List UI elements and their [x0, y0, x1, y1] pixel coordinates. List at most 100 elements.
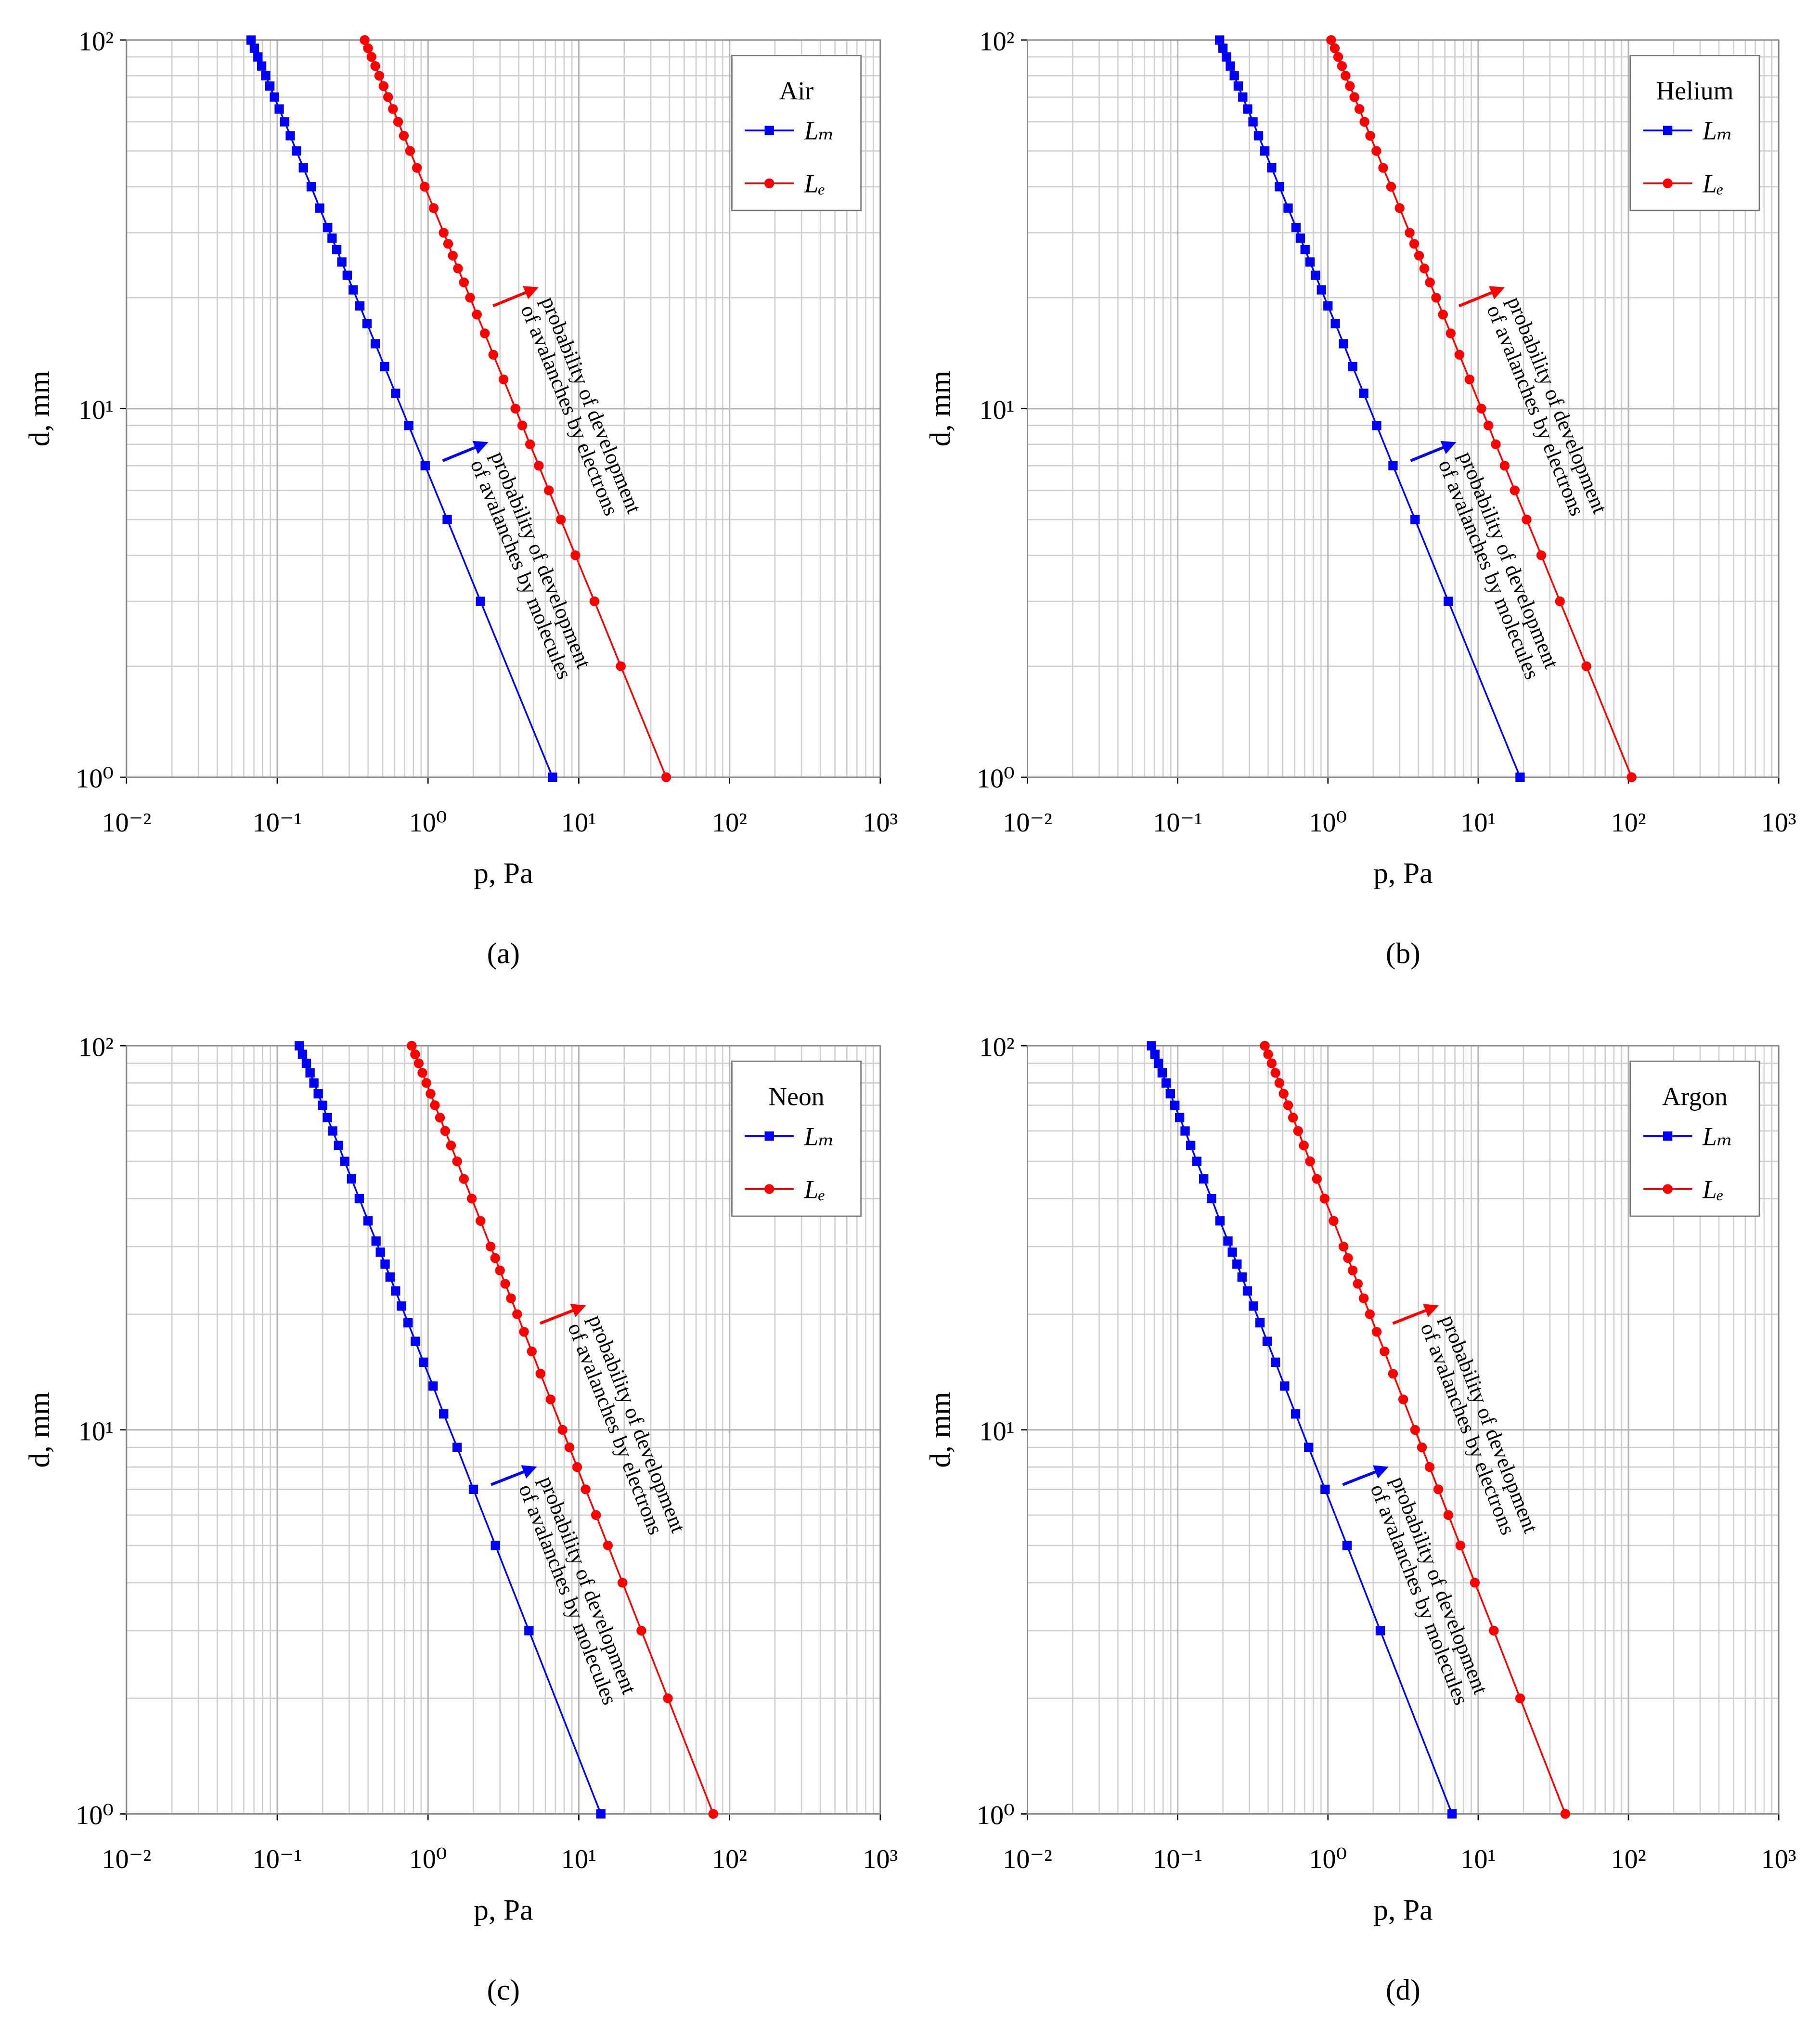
data-point — [349, 285, 358, 295]
data-point — [442, 515, 452, 524]
data-point — [453, 263, 463, 273]
data-point — [1433, 1484, 1444, 1494]
data-point — [380, 362, 389, 372]
x-tick-label: 10³ — [1761, 1844, 1796, 1874]
data-point — [340, 1156, 349, 1166]
data-point — [1242, 1286, 1252, 1296]
data-point — [1536, 550, 1547, 560]
data-point — [1226, 61, 1235, 71]
data-point — [420, 461, 430, 470]
data-point — [323, 222, 333, 233]
x-axis-label: p, Pa — [1373, 1894, 1433, 1926]
legend-marker — [764, 1131, 774, 1141]
legend-box — [731, 1060, 862, 1217]
data-point — [378, 81, 389, 91]
data-point — [459, 277, 469, 287]
data-point — [1491, 439, 1501, 450]
data-point — [1293, 1126, 1303, 1136]
y-tick-label: 10⁰ — [977, 1801, 1015, 1830]
data-point — [1157, 1068, 1167, 1078]
data-point — [295, 1041, 304, 1051]
x-tick-label: 10⁻¹ — [1153, 1844, 1202, 1874]
legend-marker — [764, 178, 774, 188]
data-point — [1343, 1253, 1353, 1263]
data-point — [412, 163, 422, 173]
data-point — [472, 310, 482, 320]
data-point — [1378, 163, 1388, 173]
legend-label: Lₘ — [1702, 117, 1733, 145]
data-point — [1237, 1272, 1247, 1282]
data-point — [315, 203, 324, 213]
legend-box — [731, 54, 862, 211]
series-line — [1264, 1045, 1566, 1815]
data-point — [527, 1346, 537, 1357]
data-point — [355, 301, 365, 311]
data-point — [1150, 1050, 1160, 1059]
data-point — [1438, 310, 1448, 320]
data-point — [1560, 1809, 1571, 1819]
x-tick-label: 10² — [712, 808, 747, 838]
data-point — [1249, 1301, 1258, 1311]
data-point — [1260, 1040, 1270, 1051]
data-point — [557, 1425, 568, 1435]
annotation-arrow — [1392, 1304, 1439, 1325]
data-point — [1342, 1541, 1352, 1550]
data-point — [581, 1484, 591, 1494]
data-point — [305, 1068, 315, 1078]
data-point — [354, 1194, 364, 1204]
data-point — [1444, 597, 1453, 606]
data-point — [1447, 1809, 1457, 1819]
data-point — [337, 257, 347, 267]
data-point — [327, 234, 337, 243]
data-point — [1359, 389, 1368, 398]
y-tick-label: 10² — [980, 27, 1015, 57]
data-point — [428, 203, 439, 213]
data-point — [1165, 1089, 1175, 1099]
data-point — [370, 61, 380, 71]
data-point — [318, 1100, 327, 1110]
series-line — [363, 39, 667, 778]
data-point — [257, 61, 267, 71]
data-point — [1371, 146, 1381, 156]
data-point — [1380, 1346, 1390, 1357]
data-point — [1510, 485, 1520, 495]
annotation-arrow — [1410, 441, 1457, 462]
data-point — [1232, 1259, 1242, 1269]
data-point — [468, 1484, 478, 1494]
data-point — [1267, 163, 1277, 173]
data-point — [1223, 1236, 1233, 1246]
y-tick-label: 10² — [980, 1033, 1015, 1063]
series-line — [411, 1045, 714, 1815]
plot-frame — [126, 1045, 881, 1815]
data-point — [1417, 1442, 1427, 1453]
x-axis-label: p, Pa — [1373, 857, 1433, 890]
data-point — [363, 1216, 373, 1226]
data-point — [1398, 1394, 1408, 1404]
data-point — [374, 71, 385, 81]
data-point — [535, 1369, 546, 1379]
legend-box — [1629, 1060, 1760, 1217]
data-point — [1455, 1540, 1465, 1551]
x-axis-label: p, Pa — [474, 857, 533, 890]
data-point — [1337, 61, 1347, 71]
data-point — [1522, 514, 1532, 525]
data-point — [510, 403, 520, 414]
data-point — [589, 596, 600, 607]
y-tick-label: 10² — [78, 1033, 114, 1063]
data-point — [519, 1326, 529, 1337]
data-point — [1262, 1337, 1272, 1346]
legend-label: Lₘ — [1702, 1122, 1733, 1151]
data-point — [1274, 1078, 1285, 1088]
data-point — [1270, 1068, 1280, 1078]
x-tick-label: 10¹ — [1460, 808, 1496, 838]
data-point — [1312, 1174, 1322, 1184]
chart-panel: 10⁻² 10⁻¹ 10⁰ 10¹ 10² 10³ 10⁰ 10¹ 10² p, Pa d, mm (… — [23, 1033, 898, 2007]
legend-label: Lₘ — [804, 1122, 835, 1151]
data-point — [1278, 1089, 1289, 1099]
data-point — [332, 245, 342, 255]
data-point — [1147, 1041, 1157, 1051]
data-point — [1218, 43, 1228, 53]
x-tick-label: 10⁻² — [1003, 808, 1052, 838]
data-point — [564, 1442, 575, 1453]
plot-frame — [1027, 1045, 1780, 1815]
